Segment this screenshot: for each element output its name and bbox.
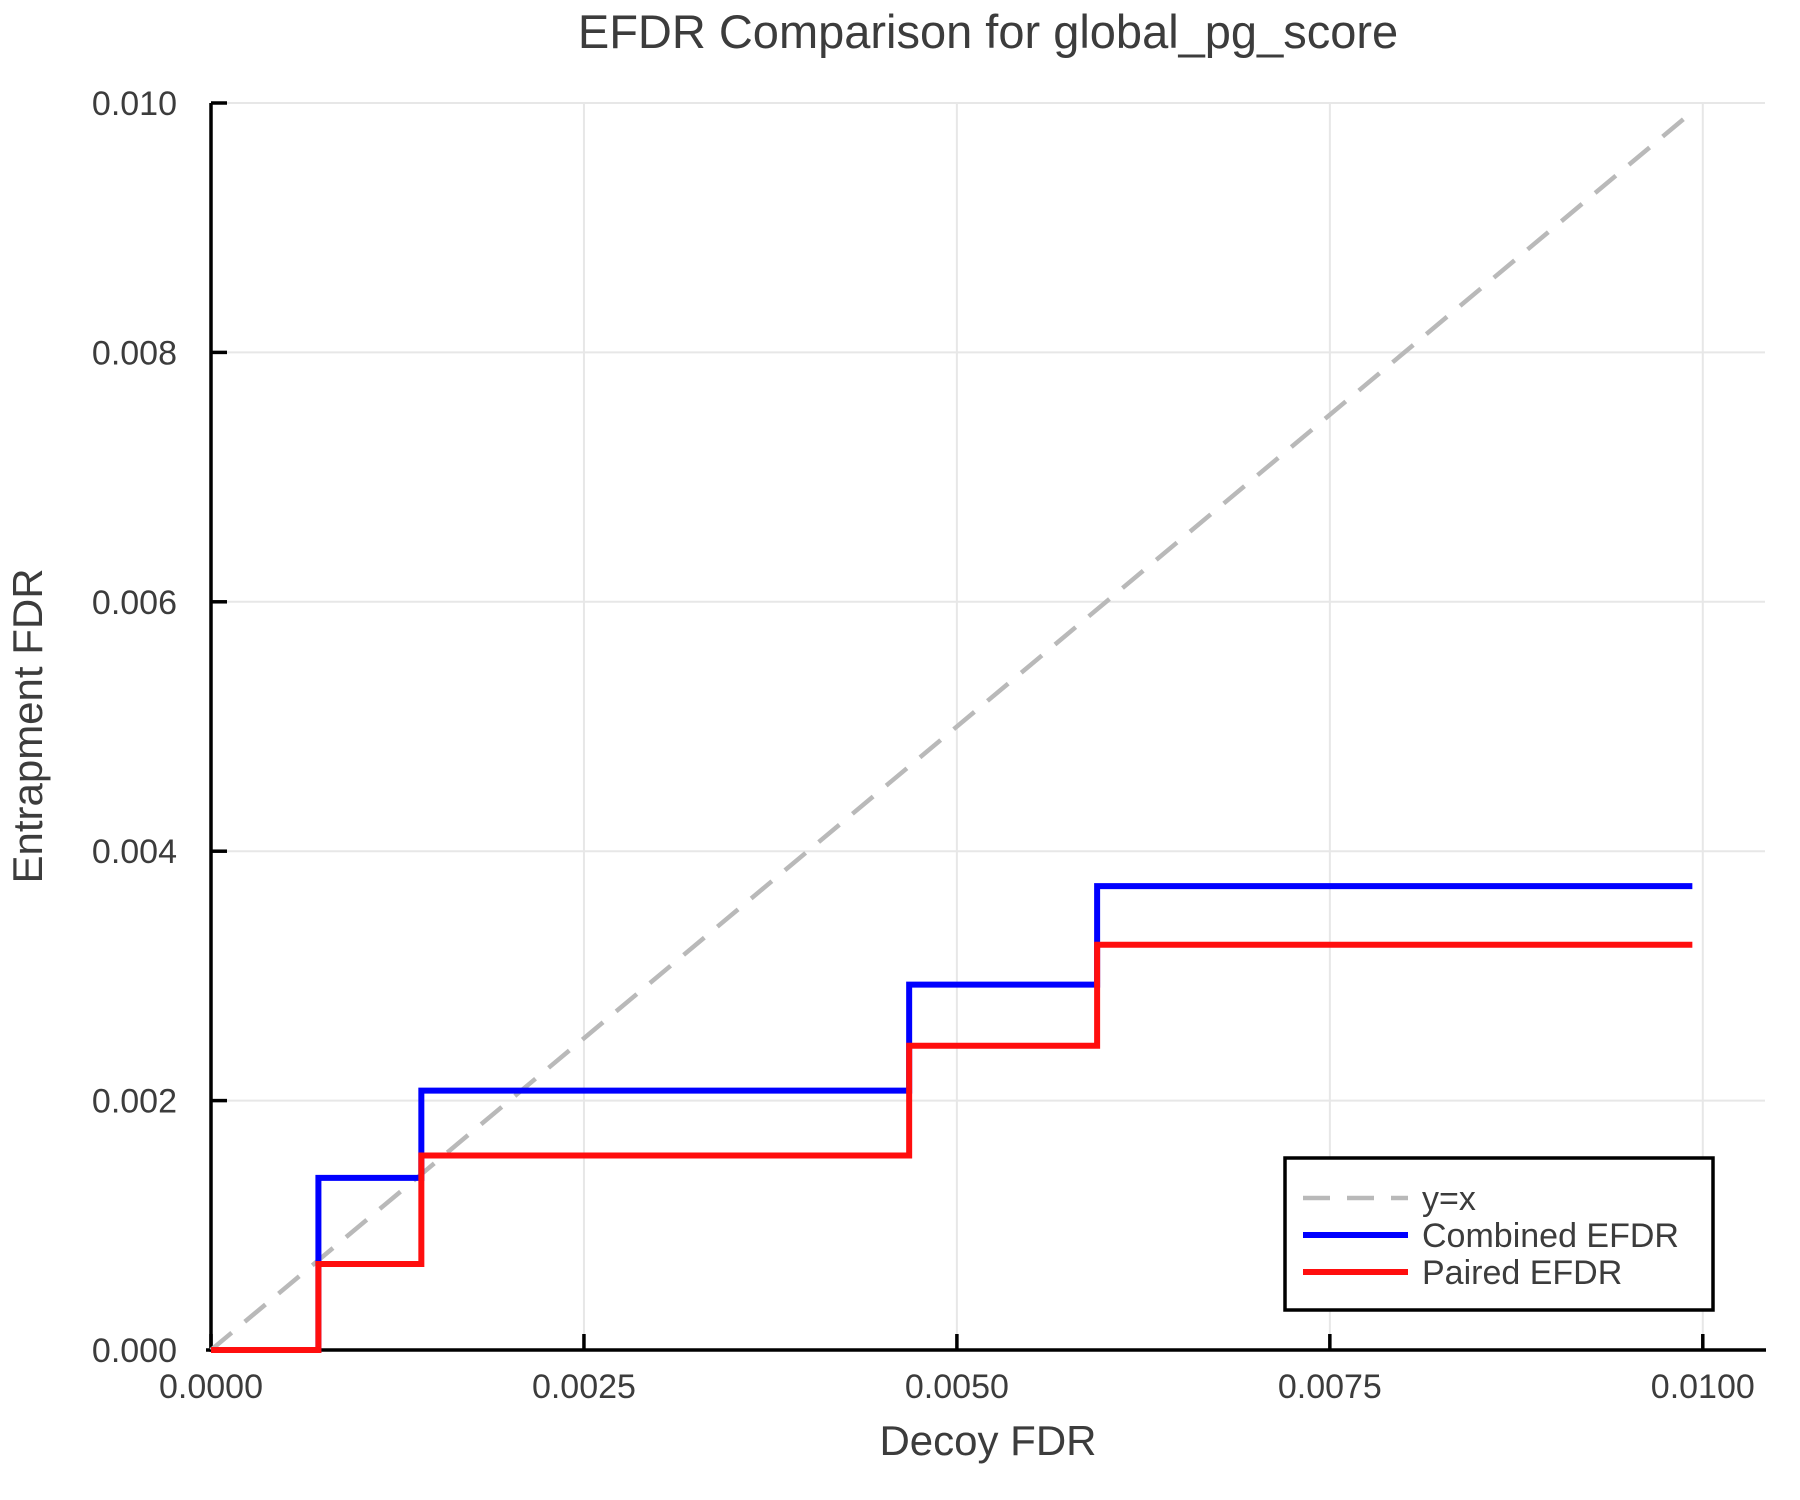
- x-tick-label: 0.0050: [905, 1368, 1009, 1406]
- x-axis-label: Decoy FDR: [879, 1417, 1096, 1464]
- y-tick-label: 0.008: [92, 334, 177, 372]
- y-tick-label: 0.000: [92, 1332, 177, 1370]
- y-tick-label: 0.010: [92, 85, 177, 123]
- x-tick-label: 0.0100: [1651, 1368, 1755, 1406]
- x-tick-label: 0.0000: [159, 1368, 263, 1406]
- legend-label-paired-efdr: Paired EFDR: [1422, 1254, 1622, 1292]
- y-tick-label: 0.004: [92, 833, 177, 871]
- tick-labels: 0.0000 0.0025 0.0050 0.0075 0.0100 0.000 0.002…: [92, 85, 1755, 1406]
- y-tick-label: 0.006: [92, 584, 177, 622]
- y-tick-label: 0.002: [92, 1083, 177, 1121]
- x-tick-label: 0.0025: [532, 1368, 636, 1406]
- chart-title: EFDR Comparison for global_pg_score: [578, 5, 1398, 58]
- axis-ticks: [209, 101, 1705, 1352]
- series-y-x-line: [209, 107, 1697, 1352]
- series-paired-efdr-line: [211, 941, 1693, 1353]
- y-axis-label: Entrapment FDR: [4, 568, 51, 883]
- x-tick-label: 0.0075: [1278, 1368, 1382, 1406]
- legend-label-y-x: y=x: [1422, 1180, 1476, 1218]
- axes-spines: [206, 103, 1766, 1352]
- legend-label-combined-efdr: Combined EFDR: [1422, 1217, 1679, 1255]
